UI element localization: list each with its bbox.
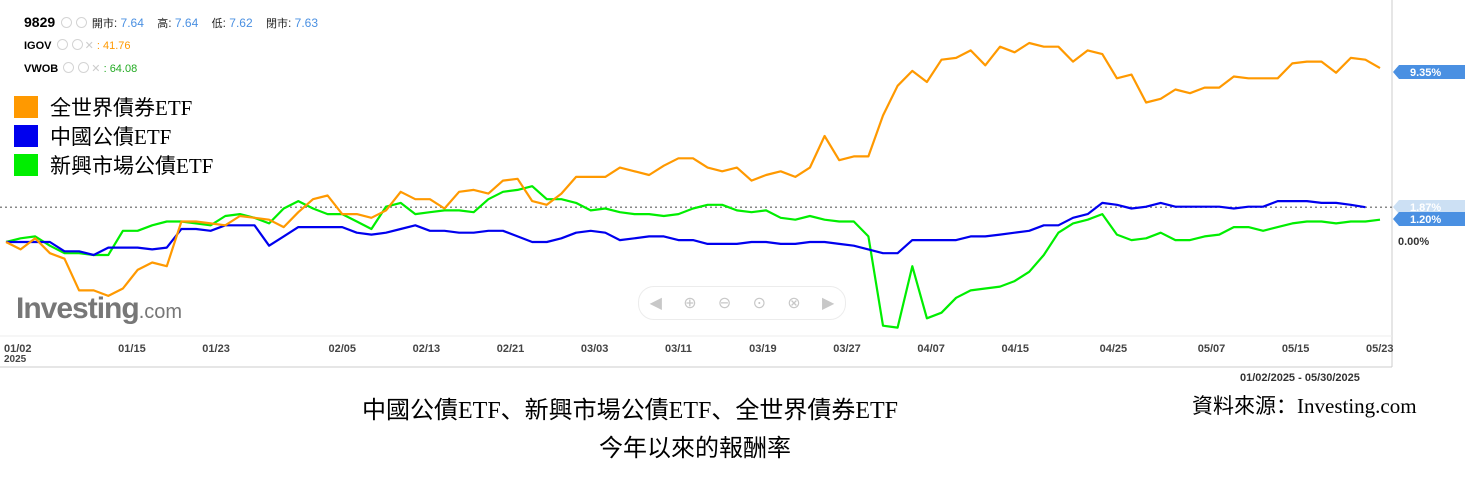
zero-label: 0.00% [1398,236,1429,248]
legend-swatch [14,95,38,118]
zoom-out-icon[interactable]: ⊖ [717,295,732,312]
high-value: 7.64 [174,16,199,30]
x-tick-label: 03/19 [749,343,777,355]
eye-icon[interactable] [56,39,68,50]
x-tick-label: 04/15 [1001,343,1029,355]
series-line [6,200,1366,257]
close-value: 7.63 [294,16,318,30]
vwob-header: VWOB ✕ : 64.08 [24,62,137,75]
investing-logo: Investing.com [16,292,182,326]
gear-icon[interactable] [78,62,90,73]
high-label: 高 [157,18,169,30]
x-tick-label: 01/15 [118,343,146,355]
logo-suffix: .com [138,301,183,323]
x-tick-label: 03/03 [581,343,609,355]
x-tick-label: 01/23 [202,343,230,355]
source-note: 資料來源：Investing.com [1192,394,1417,418]
x-tick-label: 05/15 [1282,343,1310,355]
symbol-label: 9829 [24,14,56,30]
zoom-reset-icon[interactable]: ⊗ [787,295,801,312]
igov-value: : 41.76 [96,40,131,52]
logo-main: Investing [16,292,140,325]
china-bond-end-label-text: 1.87% [1410,202,1441,214]
global-bond-end-label-badge [1393,65,1465,79]
legend-item-china-bond: 中國公債ETF [14,121,213,150]
x-tick-label: 02/21 [497,343,525,355]
x-tick-label: 03/11 [665,343,692,355]
ohlc-header: 9829 開市: 7.64 高: 7.64 低: 7.62 閉市: 7.63 [24,14,318,30]
x-tick-label: 02/13 [413,343,441,355]
scroll-left-icon[interactable]: ◀ [649,295,662,312]
zoom-fit-icon[interactable]: ⊙ [752,295,767,312]
vwob-symbol: VWOB [24,63,59,75]
vwob-value: : 64.08 [103,63,138,75]
series-line [5,41,1381,297]
close-label: 閉市 [265,18,288,30]
x-tick-label: 02/05 [328,343,356,355]
gear-icon[interactable] [71,39,83,50]
igov-symbol: IGOV [24,40,52,52]
chart-title: 中國公債ETF、新興市場公債ETF、全世界債券ETF [362,398,899,424]
global-bond-end-label-text: 9.35% [1410,67,1441,79]
open-value: 7.64 [120,16,144,30]
x-tick-label: 01/02 [4,343,32,355]
open-label: 開市 [91,18,114,30]
gear-icon[interactable] [75,17,87,28]
legend-item-em-bond: 新興市場公債ETF [14,150,213,179]
x-tick-label: 05/23 [1366,343,1394,355]
legend-label: 全世界債券ETF [50,95,193,120]
close-icon[interactable]: ✕ [84,40,94,52]
zoom-in-icon[interactable]: ⊕ [683,295,697,312]
em-bond-end-label-text: 1.20% [1410,214,1441,226]
x-tick-sublabel: 2025 [4,354,27,365]
x-tick-label: 04/25 [1100,343,1128,355]
china-bond-end-label-badge [1393,200,1465,214]
eye-icon[interactable] [63,62,75,73]
legend-swatch [14,124,38,147]
x-tick-label: 04/07 [917,343,945,355]
chart-subtitle: 今年以來的報酬率 [599,436,791,462]
legend-item-global-bond: 全世界債券ETF [14,92,213,121]
em-bond-end-label-badge [1393,212,1465,226]
chart-nav-controls: ◀ ⊕ ⊖ ⊙ ⊗ ▶ [638,286,846,320]
legend: 全世界債券ETF 中國公債ETF 新興市場公債ETF [14,92,213,179]
legend-label: 中國公債ETF [50,124,172,149]
close-icon[interactable]: ✕ [91,63,101,75]
igov-header: IGOV ✕ : 41.76 [24,39,131,52]
low-label: 低 [211,18,223,30]
x-tick-label: 03/27 [833,343,861,355]
x-tick-label: 05/07 [1198,343,1226,355]
date-range: 01/02/2025 - 05/30/2025 [1240,372,1360,384]
eye-icon[interactable] [60,17,72,28]
legend-label: 新興市場公債ETF [50,153,214,178]
low-value: 7.62 [229,16,253,30]
scroll-right-icon[interactable]: ▶ [821,295,835,312]
series-line [5,185,1381,329]
legend-swatch [14,153,38,176]
